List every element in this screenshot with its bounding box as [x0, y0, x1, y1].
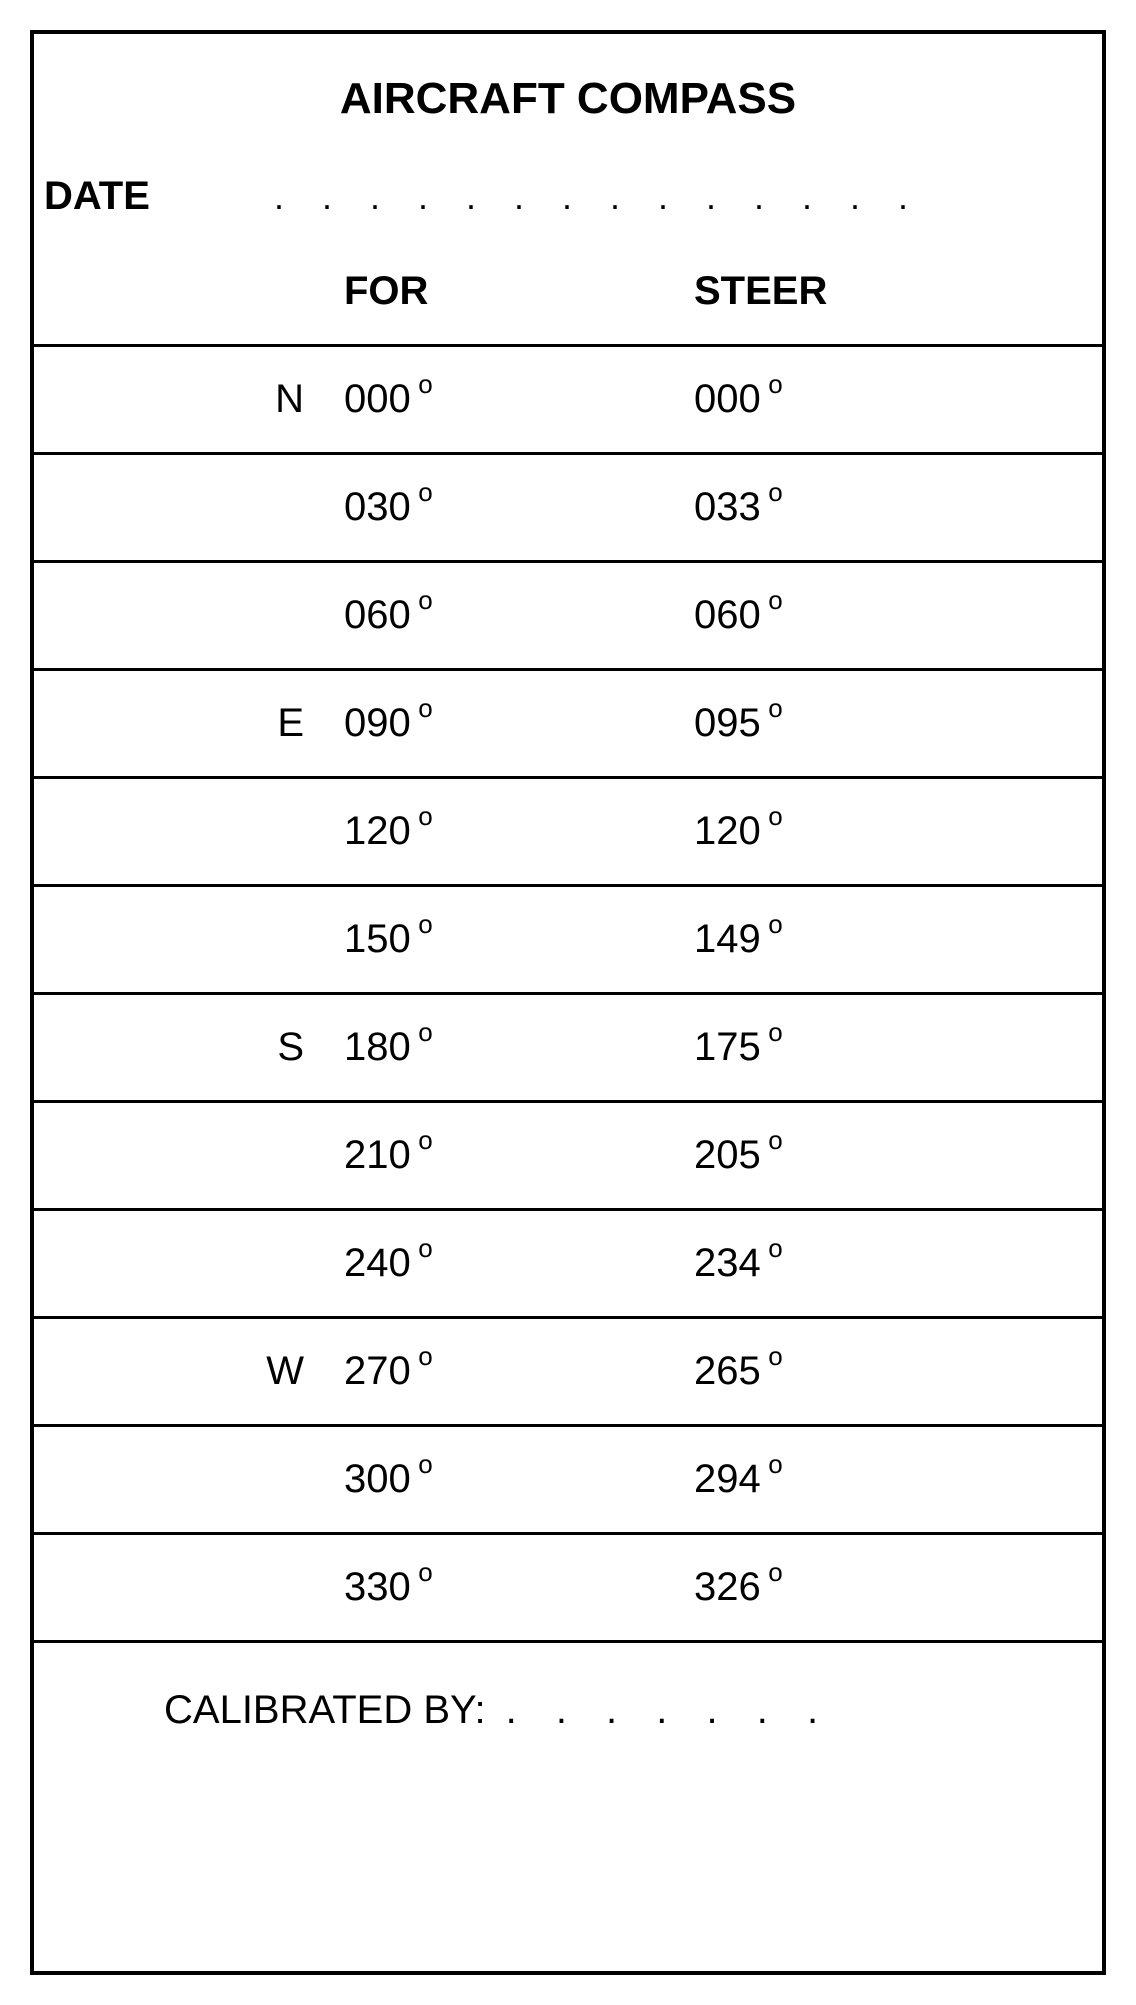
degree-symbol: o: [768, 1557, 782, 1588]
table-row: 300o294o: [34, 1424, 1102, 1532]
cell-direction: S: [34, 1025, 344, 1070]
cell-for: 150o: [344, 917, 694, 962]
degree-symbol: o: [418, 1449, 432, 1480]
cell-for: 000o: [344, 377, 694, 422]
cell-steer: 095o: [694, 701, 1044, 746]
table-row: 150o149o: [34, 884, 1102, 992]
cell-for: 180o: [344, 1025, 694, 1070]
degree-symbol: o: [768, 477, 782, 508]
table-row: 210o205o: [34, 1100, 1102, 1208]
calibrated-by-label: CALIBRATED BY:: [164, 1688, 486, 1733]
degree-symbol: o: [768, 693, 782, 724]
degree-symbol: o: [418, 1233, 432, 1264]
degree-symbol: o: [768, 801, 782, 832]
degree-symbol: o: [418, 909, 432, 940]
date-row: DATE . . . . . . . . . . . . . .: [34, 144, 1102, 249]
degree-symbol: o: [418, 1557, 432, 1588]
cell-steer: 060o: [694, 593, 1044, 638]
degree-symbol: o: [418, 369, 432, 400]
cell-for: 210o: [344, 1133, 694, 1178]
table-row: 060o060o: [34, 560, 1102, 668]
header-for: FOR: [344, 269, 694, 314]
cell-steer: 000o: [694, 377, 1044, 422]
cell-for: 030o: [344, 485, 694, 530]
degree-symbol: o: [418, 585, 432, 616]
cell-steer: 205o: [694, 1133, 1044, 1178]
cell-for: 060o: [344, 593, 694, 638]
degree-symbol: o: [768, 1125, 782, 1156]
table-row: S180o175o: [34, 992, 1102, 1100]
cell-steer: 265o: [694, 1349, 1044, 1394]
cell-steer: 234o: [694, 1241, 1044, 1286]
table-header: X FOR STEER: [34, 249, 1102, 344]
cell-for: 120o: [344, 809, 694, 854]
table-row: 030o033o: [34, 452, 1102, 560]
table-row: E090o095o: [34, 668, 1102, 776]
degree-symbol: o: [418, 1341, 432, 1372]
cell-steer: 294o: [694, 1457, 1044, 1502]
compass-card: AIRCRAFT COMPASS DATE . . . . . . . . . …: [30, 30, 1106, 1975]
table-body: N000o000o030o033o060o060oE090o095o120o12…: [34, 344, 1102, 1640]
cell-steer: 033o: [694, 485, 1044, 530]
degree-symbol: o: [768, 1017, 782, 1048]
degree-symbol: o: [768, 369, 782, 400]
degree-symbol: o: [418, 1125, 432, 1156]
table-row: W270o265o: [34, 1316, 1102, 1424]
cell-for: 090o: [344, 701, 694, 746]
degree-symbol: o: [768, 909, 782, 940]
card-title: AIRCRAFT COMPASS: [34, 34, 1102, 144]
degree-symbol: o: [768, 1449, 782, 1480]
cell-steer: 149o: [694, 917, 1044, 962]
cell-steer: 120o: [694, 809, 1044, 854]
date-label: DATE: [44, 174, 274, 219]
cell-for: 270o: [344, 1349, 694, 1394]
table-row: 330o326o: [34, 1532, 1102, 1640]
cell-direction: N: [34, 377, 344, 422]
degree-symbol: o: [768, 585, 782, 616]
table-row: 120o120o: [34, 776, 1102, 884]
cell-for: 300o: [344, 1457, 694, 1502]
cell-for: 240o: [344, 1241, 694, 1286]
cell-steer: 326o: [694, 1565, 1044, 1610]
degree-symbol: o: [768, 1233, 782, 1264]
cell-for: 330o: [344, 1565, 694, 1610]
date-dots: . . . . . . . . . . . . . .: [274, 176, 922, 218]
cell-direction: W: [34, 1349, 344, 1394]
degree-symbol: o: [418, 477, 432, 508]
degree-symbol: o: [418, 693, 432, 724]
calibrated-by-dots: . . . . . . .: [506, 1688, 832, 1733]
table-row: N000o000o: [34, 344, 1102, 452]
degree-symbol: o: [418, 1017, 432, 1048]
cell-direction: E: [34, 701, 344, 746]
table-row: 240o234o: [34, 1208, 1102, 1316]
header-steer: STEER: [694, 269, 1044, 314]
footer-row: CALIBRATED BY: . . . . . . .: [34, 1640, 1102, 1778]
degree-symbol: o: [768, 1341, 782, 1372]
degree-symbol: o: [418, 801, 432, 832]
cell-steer: 175o: [694, 1025, 1044, 1070]
